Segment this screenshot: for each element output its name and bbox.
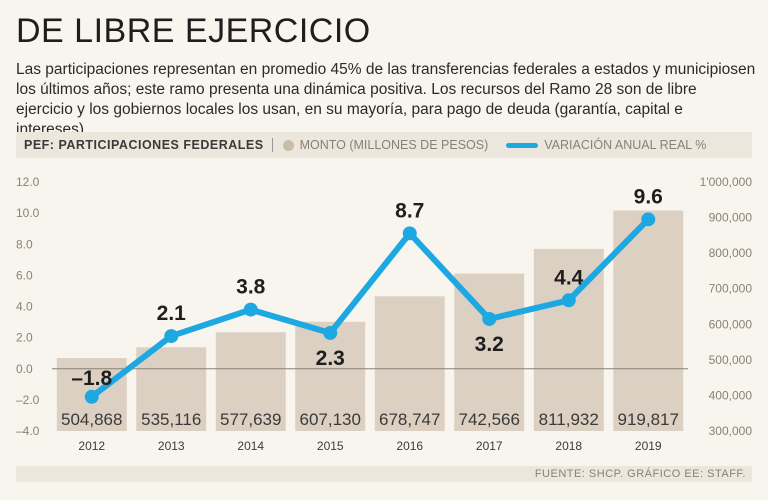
bar-value-label: 742,566: [459, 410, 520, 429]
legend-bar-swatch-icon: [282, 139, 294, 151]
right-tick-label: 300,000: [709, 424, 753, 438]
right-tick-label: 400,000: [709, 388, 753, 402]
left-tick-label: –2.0: [16, 393, 40, 407]
line-value-label: 3.8: [236, 276, 266, 299]
source-text: FUENTE: SHCP. GRÁFICO EE: STAFF.: [534, 468, 746, 480]
bar-2016: [374, 296, 445, 431]
x-tick-label: 2014: [237, 439, 264, 453]
line-value-label: –1.8: [71, 367, 112, 390]
bar-2017: [454, 273, 525, 431]
bar-value-label: 504,868: [61, 410, 122, 429]
left-tick-label: 8.0: [16, 237, 33, 251]
x-tick-label: 2016: [396, 439, 423, 453]
x-tick-label: 2019: [635, 439, 662, 453]
line-point-2017: [482, 311, 497, 326]
left-tick-label: 2.0: [16, 331, 33, 345]
line-point-2018: [561, 293, 576, 308]
line-value-label: 2.1: [157, 302, 187, 325]
line-point-2016: [402, 226, 417, 241]
line-point-2019: [641, 212, 656, 227]
legend-bars-label: MONTO (MILLONES DE PESOS): [299, 138, 489, 152]
x-tick-label: 2018: [555, 439, 582, 453]
left-tick-label: 4.0: [16, 300, 33, 314]
right-tick-label: 600,000: [709, 317, 753, 331]
bar-2014: [215, 332, 286, 431]
legend-line-label: VARIACIÓN ANUAL REAL %: [544, 138, 707, 152]
variation-line: [88, 216, 652, 400]
line-point-2012: [84, 389, 99, 404]
left-tick-label: –4.0: [16, 424, 40, 438]
bar-value-label: 577,639: [220, 410, 281, 429]
right-tick-label: 700,000: [709, 282, 753, 296]
right-tick-label: 500,000: [709, 353, 753, 367]
bar-value-label: 678,747: [379, 410, 440, 429]
bar-2015: [295, 321, 366, 431]
line-value-label: 4.4: [554, 266, 584, 289]
line-value-label: 8.7: [395, 199, 424, 222]
left-tick-label: 12.0: [16, 175, 40, 189]
line-value-label: 3.2: [475, 333, 504, 356]
legend-bar: PEF: PARTICIPACIONES FEDERALES MONTO (MI…: [16, 132, 752, 158]
chart-subtitle: Las participaciones representan en prome…: [16, 61, 756, 138]
bar-value-label: 535,116: [141, 410, 201, 429]
bar-series: 504,868 535,116 577,639 607,130 678,747 742,5…: [56, 210, 684, 431]
legend-line-swatch-icon: [506, 142, 539, 148]
line-value-label: 9.6: [634, 185, 663, 208]
right-tick-label: 900,000: [709, 211, 753, 225]
chart-title: DE LIBRE EJERCICIO: [16, 12, 371, 50]
bar-value-label: 607,130: [300, 410, 361, 429]
bar-value-label: 919,817: [618, 410, 679, 429]
left-tick-label: 0.0: [16, 362, 33, 376]
bar-2013: [136, 347, 207, 431]
line-point-2015: [323, 325, 338, 340]
right-tick-label: 800,000: [709, 246, 753, 260]
combo-chart: 504,868 535,116 577,639 607,130 678,747 742,5…: [16, 175, 752, 453]
left-tick-label: 6.0: [16, 268, 33, 282]
x-tick-label: 2015: [317, 439, 344, 453]
legend-title: PEF: PARTICIPACIONES FEDERALES: [24, 138, 264, 152]
bar-value-label: 811,932: [539, 410, 599, 429]
x-tick-label: 2012: [78, 439, 105, 453]
x-tick-label: 2013: [158, 439, 185, 453]
footer-source: FUENTE: SHCP. GRÁFICO EE: STAFF.: [16, 466, 752, 482]
line-point-2014: [243, 302, 258, 317]
line-series: –1.8 2.1 3.8 2.3 8.7 3.2 4.4 9.6: [71, 185, 663, 404]
right-tick-label: 1'000,000: [700, 175, 753, 189]
x-tick-label: 2017: [476, 439, 503, 453]
line-value-label: 2.3: [316, 347, 345, 370]
axes: 12.0 10.0 8.0 6.0 4.0 2.0 0.0 –2.0 –4.0 1'000,000…: [16, 175, 752, 453]
left-tick-label: 10.0: [16, 206, 40, 220]
line-point-2013: [164, 329, 179, 344]
legend-divider: [271, 138, 273, 152]
